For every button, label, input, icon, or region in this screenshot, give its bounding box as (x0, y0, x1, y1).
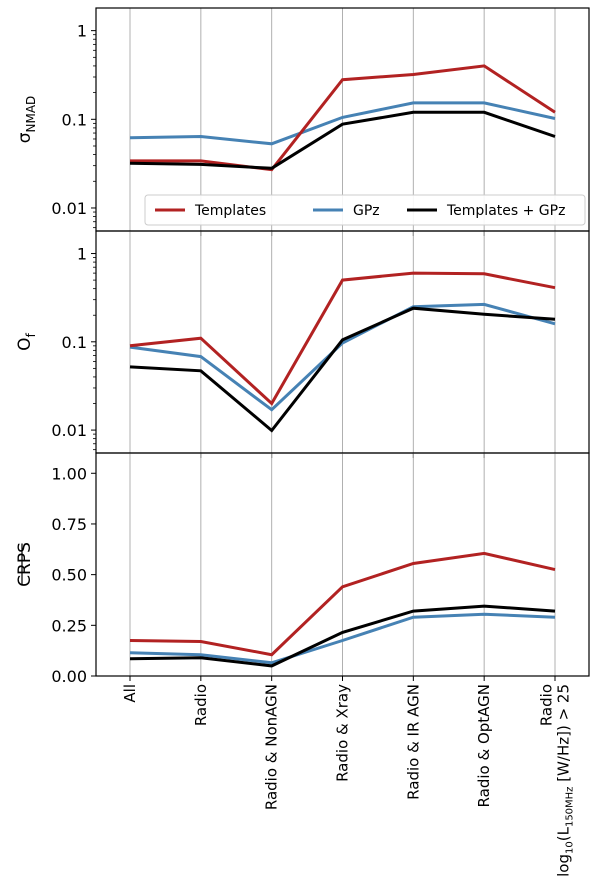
legend: Templates GPz Templates + GPz (144, 194, 586, 226)
series-line-templates-gpz (129, 604, 556, 668)
x-tick-label: All (121, 684, 139, 703)
legend-label: Templates + GPz (446, 203, 565, 219)
series-line-templates (130, 64, 556, 172)
y-axis-label: σNMAD (15, 96, 38, 144)
legend-label: GPz (353, 203, 380, 219)
y-axis-label: CRPS (15, 542, 35, 587)
x-tick-label-math: log10(L150MHz [W/Hz]) > 25 (555, 684, 576, 877)
y-tick-label: 0.50 (51, 566, 87, 585)
legend-label: Templates (194, 203, 266, 219)
x-tick-labels: All Radio Radio & NonAGN Radio & Xray Radio … (121, 684, 576, 877)
y-tick-label: 0.25 (51, 616, 87, 635)
y-tick-label: 0.1 (62, 110, 87, 129)
x-tick-label: Radio & NonAGN (263, 684, 281, 810)
x-tick-label: Radio (538, 684, 556, 726)
y-tick-label: 0.1 (62, 333, 87, 352)
panel-3: 0.00 0.25 0.50 0.75 1.00 CRPS (15, 452, 590, 686)
y-axis-label: Of (15, 332, 38, 350)
y-tick-label: 0.01 (51, 421, 87, 440)
panel-2: 0.01 0.1 1 Of (15, 230, 590, 458)
x-tick-label: Radio & Xray (334, 684, 352, 782)
legend-box (144, 194, 586, 226)
panels-group: 0.01 0.1 1 σNMAD 0.01 0.1 1 Of 0.00 0.25 0.50 0.75 1… (15, 7, 590, 686)
x-tick-label: Radio & OptAGN (475, 684, 493, 807)
series-line-templates-gpz (129, 306, 556, 433)
x-tick-label: Radio & IR AGN (404, 684, 422, 800)
y-tick-label: 0.00 (51, 667, 87, 686)
y-tick-label: 1.00 (51, 464, 87, 483)
x-tick-label: Radio (192, 684, 210, 726)
y-tick-label: 1 (77, 245, 87, 264)
y-tick-label: 0.75 (51, 515, 87, 534)
series-line-templates (129, 271, 556, 406)
y-tick-label: 0.01 (51, 199, 87, 218)
y-tick-label: 1 (77, 22, 87, 41)
series-line-templates-gpz (129, 110, 556, 170)
series-line-templates (129, 551, 556, 657)
series-line-gpz (129, 101, 556, 146)
series-line-gpz (129, 612, 556, 665)
series-line-gpz (129, 302, 556, 412)
